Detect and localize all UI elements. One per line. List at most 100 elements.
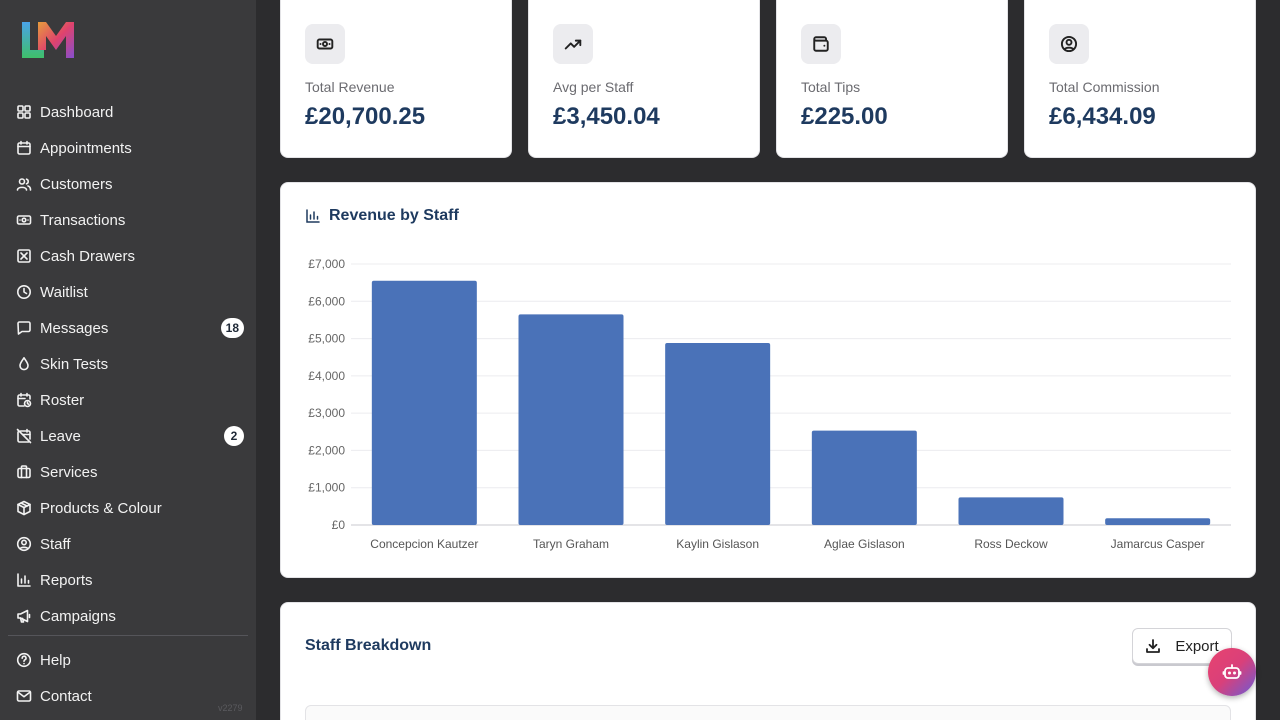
chart-title: Revenue by Staff [329, 207, 459, 224]
stat-label: Total Commission [1049, 79, 1160, 95]
nav-badge: 18 [220, 318, 244, 338]
revenue-chart: £0 £1,000 £2,000 £3,000 £4,000 £5,000 £6,000 £7… [308, 257, 1231, 551]
nav-item-contact[interactable]: Contact [8, 680, 248, 712]
package-icon [16, 500, 32, 516]
bar[interactable] [518, 314, 624, 525]
briefcase-icon [16, 464, 32, 480]
download-icon [1146, 639, 1161, 653]
nav-item-help[interactable]: Help [8, 644, 248, 676]
y-tick-label: £5,000 [308, 332, 345, 346]
help-circle-icon [16, 652, 32, 668]
x-tick-label: Kaylin Gislason [676, 537, 759, 551]
nav-divider [8, 635, 248, 636]
nav-item-waitlist[interactable]: Waitlist [8, 276, 248, 308]
nav-item-label: Messages [40, 319, 109, 337]
bar[interactable] [371, 280, 477, 525]
nav-item-leave[interactable]: Leave 2 [8, 420, 248, 452]
stat-value: £20,700.25 [305, 103, 426, 130]
y-tick-label: £3,000 [308, 406, 345, 420]
y-tick-label: £2,000 [308, 443, 345, 457]
bar[interactable] [958, 497, 1064, 525]
y-tick-label: £7,000 [308, 257, 345, 271]
x-tick-label: Aglae Gislason [824, 537, 905, 551]
stat-value: £3,450.04 [553, 103, 660, 130]
nav-item-label: Cash Drawers [40, 247, 136, 265]
mail-icon [16, 688, 32, 704]
stat-value: £225.00 [801, 103, 888, 130]
sidebar: Dashboard Appointments Customers Transactio… [0, 0, 256, 720]
nav-item-label: Transactions [40, 211, 126, 229]
export-label: Export [1175, 637, 1219, 655]
bar-chart-icon [16, 572, 32, 588]
y-tick-label: £6,000 [308, 294, 345, 308]
x-tick-label: Taryn Graham [533, 537, 609, 551]
stat-value: £6,434.09 [1049, 103, 1156, 130]
trending-up-icon [553, 24, 593, 64]
staff-table [305, 705, 1231, 720]
nav-item-label: Staff [40, 535, 71, 553]
stat-card: Total Tips £225.00 [776, 0, 1008, 158]
nav-item-reports[interactable]: Reports [8, 564, 248, 596]
message-icon [16, 320, 32, 336]
x-tick-label: Jamarcus Casper [1111, 537, 1205, 551]
nav-item-label: Dashboard [40, 103, 114, 121]
stat-card: Avg per Staff £3,450.04 [528, 0, 760, 158]
nav-item-cash-drawers[interactable]: Cash Drawers [8, 240, 248, 272]
wallet-icon [801, 24, 841, 64]
nav-item-customers[interactable]: Customers [8, 168, 248, 200]
x-tick-label: Ross Deckow [974, 537, 1048, 551]
cash-drawer-icon [16, 248, 32, 264]
bar[interactable] [811, 430, 917, 525]
dashboard-icon [16, 104, 32, 120]
x-tick-label: Concepcion Kautzer [370, 537, 478, 551]
nav-item-label: Contact [40, 687, 92, 705]
nav-item-label: Waitlist [40, 283, 88, 301]
nav-item-roster[interactable]: Roster [8, 384, 248, 416]
nav-item-dashboard[interactable]: Dashboard [8, 96, 248, 128]
stat-card: Total Commission £6,434.09 [1024, 0, 1256, 158]
stat-card: Total Revenue £20,700.25 [280, 0, 512, 158]
user-circle-icon [1049, 24, 1089, 64]
nav-item-label: Products & Colour [40, 499, 162, 517]
nav-item-products-colour[interactable]: Products & Colour [8, 492, 248, 524]
nav-item-label: Customers [40, 175, 113, 193]
nav-item-label: Help [40, 651, 71, 669]
nav-item-label: Reports [40, 571, 93, 589]
version-label: v2279 [218, 703, 243, 713]
nav-item-label: Campaigns [40, 607, 116, 625]
revenue-by-staff-card: Revenue by Staff £0 £1,000 £2,000 £3,000 £4,… [280, 182, 1256, 578]
logo[interactable] [22, 22, 76, 58]
nav-item-label: Services [40, 463, 98, 481]
y-tick-label: £1,000 [308, 481, 345, 495]
clock-icon [16, 284, 32, 300]
nav-item-label: Leave [40, 427, 81, 445]
bot-icon [1222, 664, 1242, 679]
nav-item-skin-tests[interactable]: Skin Tests [8, 348, 248, 380]
calendar-icon [16, 140, 32, 156]
nav-item-label: Roster [40, 391, 85, 409]
staff-breakdown-card: Staff Breakdown Export [280, 602, 1256, 720]
stat-label: Avg per Staff [553, 79, 634, 95]
nav-item-campaigns[interactable]: Campaigns [8, 600, 248, 632]
users-icon [16, 176, 32, 192]
stat-label: Total Revenue [305, 79, 395, 95]
nav-item-transactions[interactable]: Transactions [8, 204, 248, 236]
y-tick-label: £0 [332, 518, 346, 532]
calendar-off-icon [16, 428, 32, 444]
nav-item-label: Skin Tests [40, 355, 109, 373]
megaphone-icon [16, 608, 32, 624]
droplet-icon [16, 356, 32, 372]
nav-badge: 2 [224, 426, 244, 446]
user-circle-icon [16, 536, 32, 552]
nav-item-label: Appointments [40, 139, 132, 157]
banknote-icon [305, 24, 345, 64]
nav-item-appointments[interactable]: Appointments [8, 132, 248, 164]
bar[interactable] [665, 343, 771, 525]
bar[interactable] [1105, 518, 1211, 525]
stat-label: Total Tips [801, 79, 861, 95]
bar-chart-icon [306, 209, 320, 223]
nav-item-services[interactable]: Services [8, 456, 248, 488]
nav-item-staff[interactable]: Staff [8, 528, 248, 560]
nav-item-messages[interactable]: Messages 18 [8, 312, 248, 344]
assistant-button[interactable] [1208, 648, 1256, 696]
